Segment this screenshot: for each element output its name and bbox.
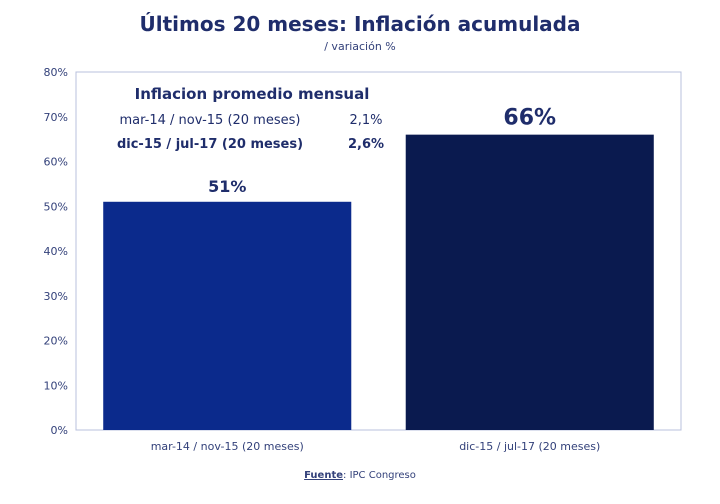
x-category-label: mar-14 / nov-15 (20 meses)	[151, 440, 304, 453]
y-tick-label: 70%	[44, 111, 68, 124]
source-label: Fuente	[304, 470, 344, 481]
bar-data-label: 51%	[208, 177, 246, 196]
annotation-row-value: 2,1%	[349, 113, 382, 128]
x-category-label: dic-15 / jul-17 (20 meses)	[459, 440, 600, 453]
annotation-title: Inflacion promedio mensual	[135, 85, 370, 103]
y-tick-label: 30%	[44, 290, 68, 303]
y-tick-label: 0%	[51, 424, 68, 437]
source-note: Fuente: IPC Congreso	[0, 470, 720, 481]
annotation-row-label: dic-15 / jul-17 (20 meses)	[117, 137, 303, 152]
bars-group: 51% mar-14 / nov-15 (20 meses) 66% dic-15 /…	[103, 106, 654, 453]
bar-data-label: 66%	[503, 106, 556, 131]
annotation-box: Inflacion promedio mensual mar-14 / nov-1…	[117, 85, 384, 152]
y-tick-label: 20%	[44, 335, 68, 348]
plot-frame	[75, 71, 682, 431]
y-tick-label: 10%	[44, 379, 68, 392]
y-axis: 0% 10% 20% 30% 40% 50% 60% 70% 80%	[44, 66, 68, 437]
annotation-row-value: 2,6%	[348, 137, 384, 152]
y-tick-label: 50%	[44, 200, 68, 213]
bar	[405, 134, 654, 430]
y-tick-label: 80%	[44, 66, 68, 79]
source-text: IPC Congreso	[349, 470, 416, 481]
chart-title: Últimos 20 meses: Inflación acumulada	[139, 12, 581, 36]
bar	[103, 201, 352, 430]
y-tick-label: 60%	[44, 156, 68, 169]
y-tick-label: 40%	[44, 245, 68, 258]
annotation-row-label: mar-14 / nov-15 (20 meses)	[120, 113, 301, 128]
chart-subtitle: / variación %	[324, 40, 396, 53]
source-colon: :	[343, 470, 347, 481]
